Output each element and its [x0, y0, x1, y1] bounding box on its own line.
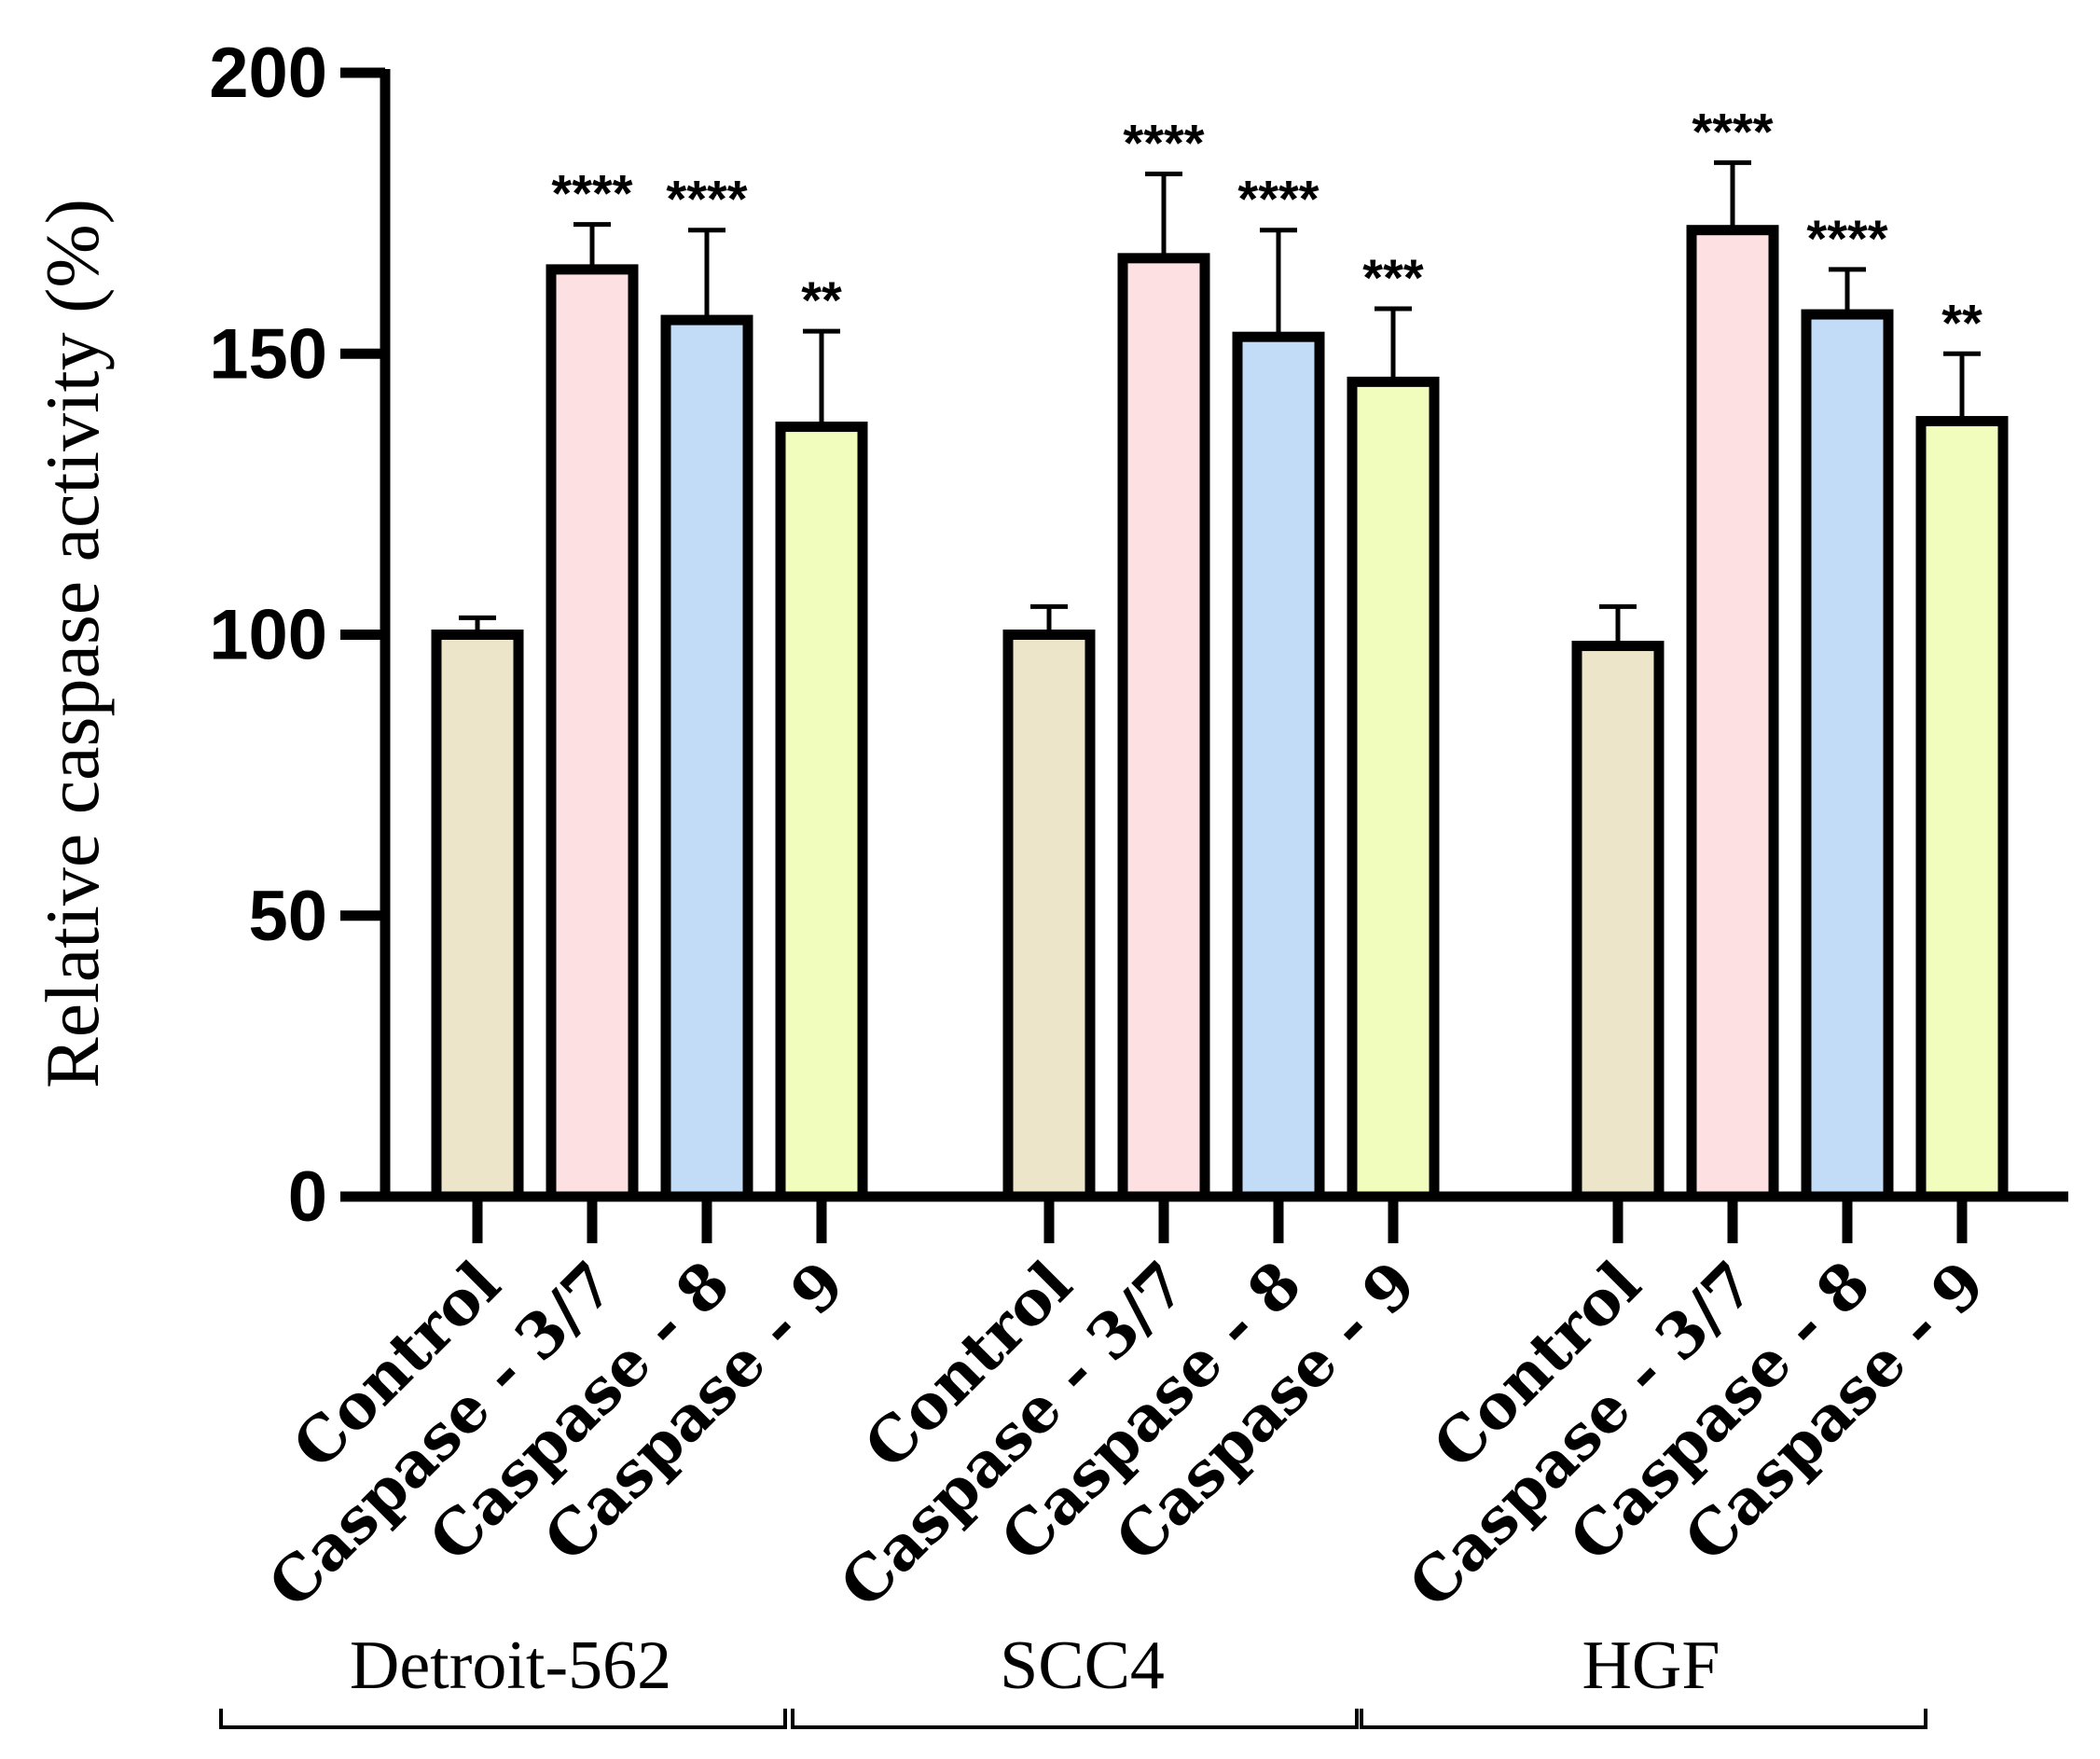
- significance-label: ****: [1806, 209, 1887, 268]
- bar-hgf-2: [1801, 309, 1894, 1202]
- significance-label: ***: [1362, 248, 1424, 307]
- bar-scc4-1: [1117, 253, 1210, 1202]
- significance-label: ****: [551, 164, 632, 223]
- y-axis-label: Relative caspase activity (%): [30, 199, 115, 1088]
- bar-detroit-562-1: [546, 264, 639, 1202]
- y-ticks: 0 50 100 150 200: [209, 34, 385, 1237]
- y-tick-label: 150: [209, 314, 327, 394]
- group-bracket: [1360, 1709, 1927, 1729]
- bar-detroit-562-3: [775, 422, 868, 1202]
- group-label: Detroit-562: [350, 1627, 671, 1704]
- significance-label: ****: [1237, 170, 1319, 229]
- bar-hgf-3: [1915, 416, 2009, 1202]
- y-tick-label: 50: [248, 877, 327, 956]
- y-tick-label: 100: [209, 596, 327, 675]
- significance-label: **: [801, 270, 842, 329]
- significance-label: ****: [666, 170, 747, 229]
- bars: **** ***************************: [431, 102, 2009, 1202]
- group-bracket: [791, 1709, 1359, 1729]
- bar-hgf-0: [1571, 641, 1665, 1202]
- significance-label: **: [1941, 293, 1983, 352]
- bar-scc4-0: [1002, 630, 1096, 1202]
- bar-detroit-562-0: [431, 630, 524, 1202]
- bar-detroit-562-2: [660, 314, 753, 1202]
- group-label: SCC4: [1000, 1627, 1165, 1704]
- bar-scc4-2: [1232, 331, 1325, 1202]
- group-bracket: [219, 1709, 787, 1729]
- bar-scc4-3: [1347, 376, 1440, 1202]
- y-tick-label: 200: [209, 34, 327, 113]
- significance-label: ****: [1692, 102, 1773, 160]
- significance-label: ****: [1123, 113, 1204, 172]
- group-label: HGF: [1582, 1627, 1720, 1704]
- y-tick-label: 0: [288, 1157, 327, 1237]
- group-brackets: Detroit-562 SCC4 HGF: [219, 1627, 1927, 1729]
- bar-hgf-1: [1686, 225, 1779, 1202]
